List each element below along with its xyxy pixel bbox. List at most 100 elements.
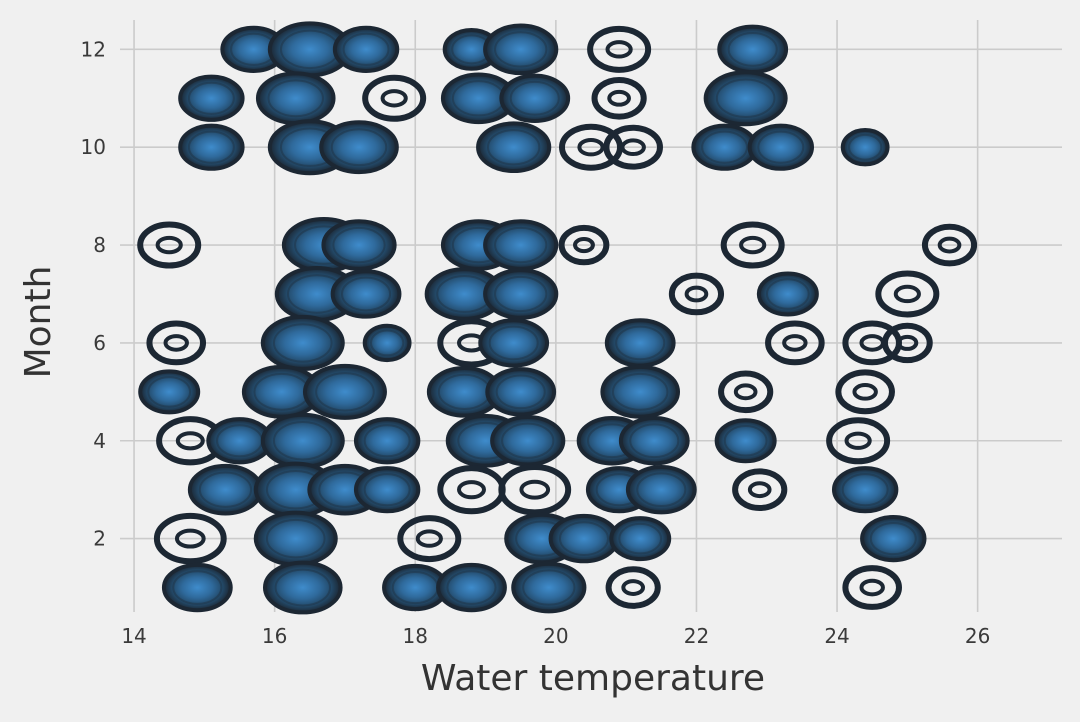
contour-ring-inner (446, 570, 497, 605)
density-blob (499, 73, 571, 123)
contour-ring-inner (893, 284, 921, 304)
contour-ring (558, 224, 610, 266)
density-blob (330, 269, 402, 319)
contour-ring-inner (172, 570, 223, 605)
density-blob (353, 466, 421, 514)
contour-ring-inner (621, 579, 646, 596)
density-blob (476, 121, 552, 174)
contour-ring-inner (869, 522, 917, 556)
density-blob (302, 363, 387, 420)
contour-ring (498, 463, 572, 516)
contour-ring-inner (611, 372, 669, 411)
contour-ring-inner (494, 31, 548, 68)
contour-ring-inner (272, 421, 333, 461)
contour-fill (511, 561, 587, 614)
density-blob (483, 219, 559, 271)
contour-ring (559, 123, 623, 171)
density-contours (137, 21, 978, 615)
contour-ring-inner (618, 522, 663, 555)
density-blob (668, 272, 725, 316)
contour-ring-inner (370, 329, 405, 357)
density-blob (483, 23, 559, 76)
contour-fill (860, 515, 927, 563)
contour-ring (720, 221, 785, 269)
contour-ring-inner (198, 471, 253, 508)
contour-ring-inner (522, 569, 576, 606)
x-tick-label: 22 (684, 624, 709, 648)
density-blob (332, 25, 400, 73)
density-blob (485, 367, 557, 417)
contour-ring (137, 221, 202, 269)
density-blob (591, 76, 647, 120)
contour-ring-inner (274, 568, 331, 607)
density-blob (714, 418, 777, 464)
contour-fill (362, 323, 412, 363)
contour-fill (476, 121, 552, 174)
contour-ring-inner (844, 431, 872, 450)
contour-ring-inner (607, 89, 631, 107)
contour-fill (478, 318, 550, 368)
density-blob (717, 24, 789, 75)
contour-ring (397, 515, 462, 563)
contour-ring-inner (739, 235, 767, 255)
density-blob (609, 516, 672, 562)
density-blob (625, 464, 697, 515)
contour-fill (499, 73, 571, 123)
contour-fill (436, 562, 507, 613)
density-blob (353, 417, 421, 465)
contour-ring-inner (727, 32, 778, 67)
contour-ring-inner (723, 425, 768, 457)
density-blob (718, 370, 774, 414)
contour-ring (718, 370, 774, 414)
contour-ring-inner (187, 81, 235, 115)
contour-ring-inner (155, 235, 183, 255)
contour-ring-inner (629, 423, 680, 459)
contour-ring (146, 320, 207, 366)
x-tick-label: 14 (121, 624, 146, 648)
density-blob (875, 270, 940, 318)
contour-fill (840, 128, 890, 167)
density-blob (826, 417, 891, 465)
contour-ring-inner (841, 473, 889, 507)
contour-ring-inner (272, 323, 333, 363)
contour-ring-inner (332, 226, 386, 264)
density-blob (747, 123, 815, 171)
contour-ring-inner (782, 334, 808, 352)
density-blob (881, 322, 933, 364)
contour-ring-inner (573, 237, 595, 254)
density-blob (260, 412, 345, 469)
contour-ring-inner (494, 275, 548, 313)
contour-fill (483, 268, 559, 320)
density-blob (436, 562, 507, 613)
contour-fill (321, 219, 397, 271)
density-blob (153, 512, 227, 565)
contour-ring-inner (494, 226, 548, 264)
contour-ring-inner (340, 276, 392, 312)
density-blob (137, 221, 202, 269)
contour-ring-inner (852, 383, 878, 401)
contour-ring-inner (519, 479, 551, 500)
density-blob (605, 566, 661, 609)
contour-ring-inner (747, 481, 772, 499)
density-blob (490, 414, 566, 467)
contour-fill (609, 516, 672, 562)
density-blob (483, 268, 559, 320)
contour-fill (178, 123, 245, 171)
contour-ring (765, 320, 825, 366)
x-axis-label: Water temperature (421, 658, 765, 699)
y-tick-label: 4 (93, 429, 106, 453)
contour-ring (603, 124, 663, 170)
contour-ring (605, 566, 661, 609)
contour-fill (353, 417, 421, 465)
contour-ring-inner (859, 578, 885, 597)
contour-ring-inner (187, 130, 235, 164)
density-blob (397, 515, 462, 563)
contour-fill (262, 560, 343, 615)
density-blob (255, 71, 336, 126)
density-blob (178, 123, 245, 171)
contour-ring (587, 25, 652, 73)
y-tick-label: 8 (93, 233, 106, 257)
density-blob (835, 369, 895, 415)
